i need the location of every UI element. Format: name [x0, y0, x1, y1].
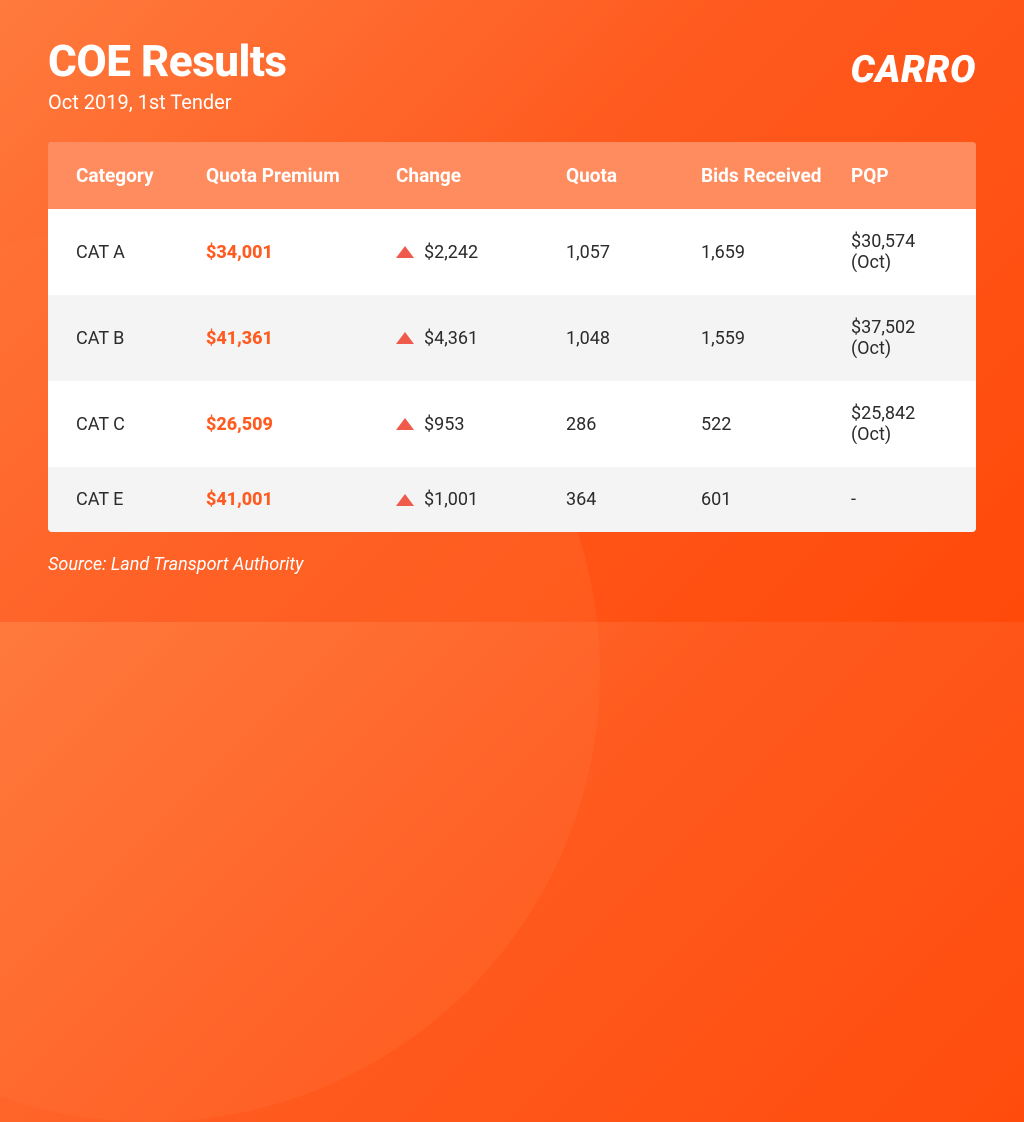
page-title: COE Results [48, 38, 286, 84]
table-row: CAT A $34,001 $2,242 1,057 1,659 $30,574… [48, 209, 976, 295]
col-header-bids: Bids Received [701, 164, 851, 187]
cell-change: $2,242 [424, 242, 478, 263]
col-header-change: Change [396, 164, 566, 187]
cell-bids: 1,559 [701, 328, 851, 349]
source-label: Source: Land Transport Authority [48, 554, 976, 575]
brand-logo: CARRO [851, 48, 976, 92]
cell-quota-premium: $26,509 [206, 414, 273, 435]
table-header-row: Category Quota Premium Change Quota Bids… [48, 142, 976, 209]
cell-pqp: - [851, 489, 948, 510]
cell-category: CAT A [76, 242, 206, 263]
results-table: Category Quota Premium Change Quota Bids… [48, 142, 976, 532]
up-triangle-icon [396, 332, 414, 344]
cell-quota: 1,048 [566, 328, 701, 349]
cell-quota-premium: $41,001 [206, 489, 273, 510]
cell-quota-premium: $41,361 [206, 328, 273, 349]
cell-category: CAT E [76, 489, 206, 510]
cell-category: CAT C [76, 414, 206, 435]
cell-quota-premium: $34,001 [206, 242, 273, 263]
table-row: CAT C $26,509 $953 286 522 $25,842 (Oct) [48, 381, 976, 467]
cell-pqp: $30,574 (Oct) [851, 231, 948, 273]
up-triangle-icon [396, 418, 414, 430]
cell-change: $953 [424, 414, 464, 435]
title-block: COE Results Oct 2019, 1st Tender [48, 38, 286, 114]
cell-bids: 601 [701, 489, 851, 510]
up-triangle-icon [396, 246, 414, 258]
cell-bids: 1,659 [701, 242, 851, 263]
cell-quota: 364 [566, 489, 701, 510]
cell-pqp: $25,842 (Oct) [851, 403, 948, 445]
cell-bids: 522 [701, 414, 851, 435]
cell-category: CAT B [76, 328, 206, 349]
table-row: CAT B $41,361 $4,361 1,048 1,559 $37,502… [48, 295, 976, 381]
col-header-pqp: PQP [851, 164, 948, 187]
col-header-quota-premium: Quota Premium [206, 164, 396, 187]
up-triangle-icon [396, 494, 414, 506]
cell-quota: 1,057 [566, 242, 701, 263]
cell-change: $4,361 [424, 328, 478, 349]
header: COE Results Oct 2019, 1st Tender CARRO [48, 38, 976, 114]
col-header-quota: Quota [566, 164, 701, 187]
cell-pqp: $37,502 (Oct) [851, 317, 948, 359]
table-row: CAT E $41,001 $1,001 364 601 - [48, 467, 976, 532]
cell-change: $1,001 [424, 489, 478, 510]
page-subtitle: Oct 2019, 1st Tender [48, 90, 286, 114]
cell-quota: 286 [566, 414, 701, 435]
col-header-category: Category [76, 164, 206, 187]
